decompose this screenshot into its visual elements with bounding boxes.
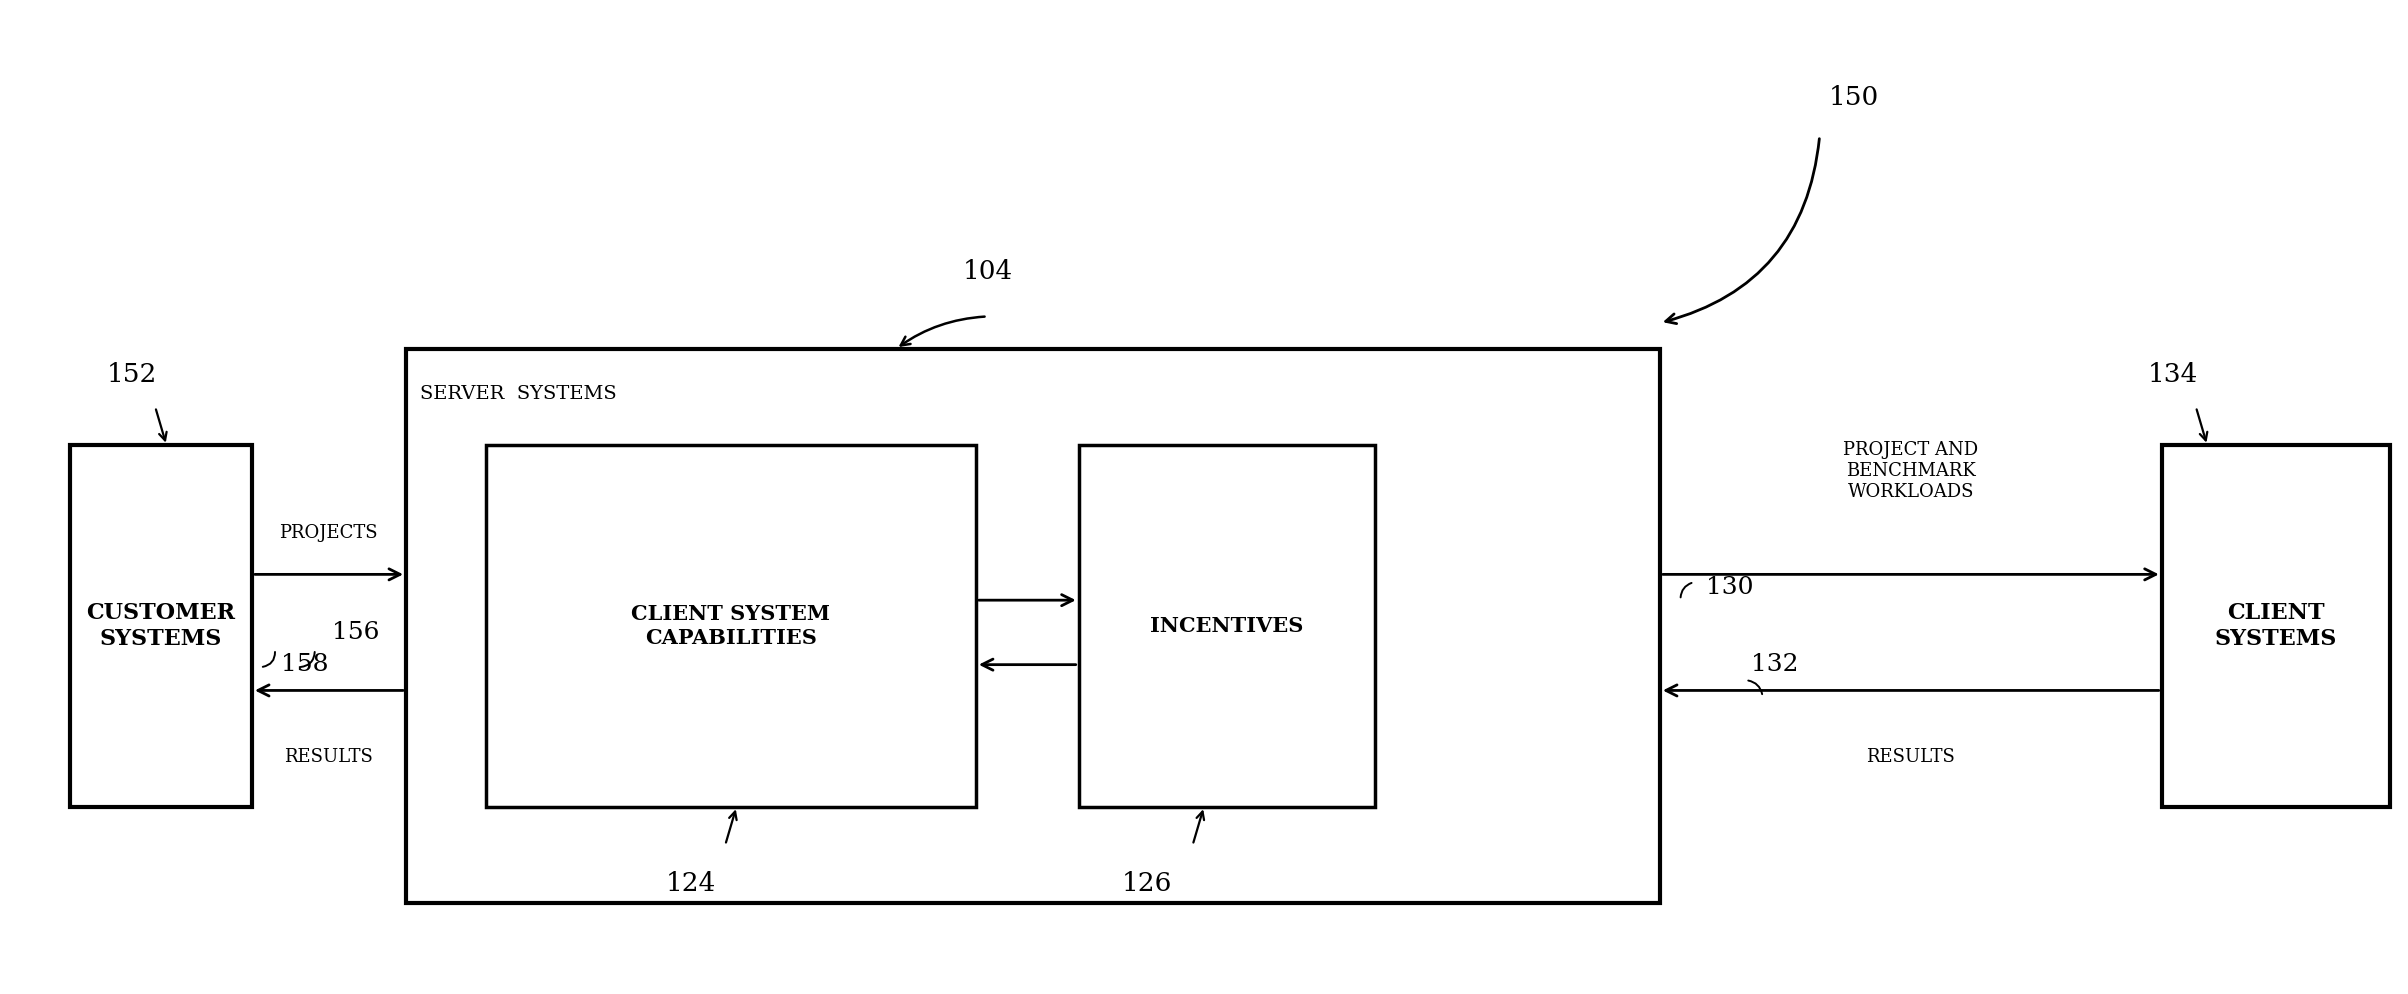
Text: 152: 152: [108, 363, 157, 388]
Text: 104: 104: [963, 259, 1011, 284]
Text: 124: 124: [665, 871, 715, 896]
Text: 130: 130: [1705, 576, 1753, 598]
Text: CUSTOMER
SYSTEMS: CUSTOMER SYSTEMS: [87, 602, 236, 650]
Bar: [486, 445, 975, 806]
Text: 156: 156: [332, 621, 380, 644]
Text: 126: 126: [1122, 871, 1173, 896]
Text: 158: 158: [282, 653, 327, 676]
Text: 150: 150: [1828, 84, 1878, 109]
Text: PROJECT AND
BENCHMARK
WORKLOADS: PROJECT AND BENCHMARK WORKLOADS: [1842, 441, 1979, 501]
Text: INCENTIVES: INCENTIVES: [1151, 616, 1303, 636]
Text: SERVER  SYSTEMS: SERVER SYSTEMS: [419, 385, 616, 403]
Text: PROJECTS: PROJECTS: [279, 524, 378, 542]
Bar: [70, 445, 253, 806]
Bar: [407, 349, 1659, 904]
Text: CLIENT SYSTEM
CAPABILITIES: CLIENT SYSTEM CAPABILITIES: [631, 604, 831, 647]
Text: RESULTS: RESULTS: [284, 748, 373, 766]
Bar: [1079, 445, 1375, 806]
Text: 132: 132: [1751, 653, 1799, 676]
Bar: [2162, 445, 2389, 806]
Text: CLIENT
SYSTEMS: CLIENT SYSTEMS: [2215, 602, 2336, 650]
Text: 134: 134: [2148, 363, 2199, 388]
Text: RESULTS: RESULTS: [1866, 748, 1955, 766]
